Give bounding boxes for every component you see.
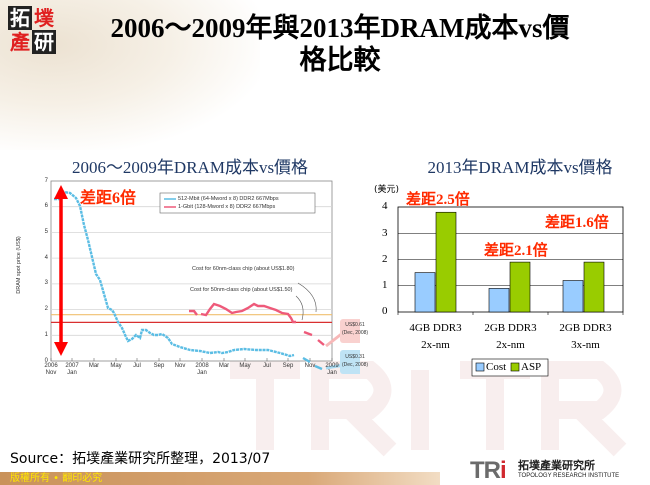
x-tick: 2009 [325, 363, 339, 369]
left-line-chart: 0 1 2 3 4 5 6 7 DRAM spot price (US$) 20… [0, 170, 370, 390]
gap-label-6x: 差距6倍 [80, 190, 137, 207]
x-axis-ticks: 2006 Nov 2007 Jan Mar May Jul Sep Nov 2008… [0, 363, 360, 383]
x-tick: Nov [304, 363, 316, 369]
callout-512mbit: US$0.31 (Dec, 2008) [340, 353, 370, 369]
y-tick: 4 [44, 255, 48, 261]
line-legend: 512-Mbit (64-Mword x 8) DDR2 667Mbps 1-G… [178, 195, 279, 211]
y-tick: 0 [382, 305, 388, 317]
x-tick: May [110, 363, 122, 369]
annotation-60nm: Cost for 60nm-class chip (about US$1.80) [192, 266, 295, 272]
x-tick: Jul [133, 363, 141, 369]
logo-char: 產 [10, 30, 30, 54]
y-axis-ticks: 0 1 2 3 4 [382, 175, 392, 325]
category-sublabel: 3x-nm [571, 339, 600, 351]
y-tick: 3 [44, 280, 48, 286]
tri-logo-mark: TRi [470, 457, 507, 485]
tri-logo: TRi 拓墣產業研究所 TOPOLOGY RESEARCH INSTITUTE [470, 455, 650, 485]
gap-label-2-5x: 差距2.5倍 [406, 192, 470, 208]
unit-label: (美元) [374, 185, 400, 195]
category-sublabel: 2x-nm [496, 339, 525, 351]
background-texture [0, 0, 260, 150]
y-axis-label: DRAM spot price (US$) [16, 236, 22, 294]
header-logo: 拓 墣 產 研 [8, 6, 58, 54]
y-tick: 2 [382, 253, 388, 265]
x-tick: 2006 [44, 363, 58, 369]
gap-label-1-6x: 差距1.6倍 [545, 215, 609, 231]
callout-value: US$0.61 [345, 322, 365, 328]
x-tick: Sep [153, 363, 165, 369]
footer-bar [0, 472, 440, 485]
x-tick: Mar [88, 363, 100, 369]
x-tick-sub: Jan [197, 370, 207, 376]
category-label: 2GB DDR3 [484, 322, 537, 334]
category-label: 2GB DDR3 [559, 322, 612, 334]
logo-char: 拓 [8, 6, 32, 30]
y-tick: 1 [382, 279, 388, 291]
callout-value: US$0.31 [345, 354, 365, 360]
callout-date: (Dec, 2008) [341, 330, 369, 336]
bar-chart-svg [397, 206, 624, 377]
y-axis-ticks: 0 1 2 3 4 5 6 7 [38, 170, 48, 390]
tri-logo-cn: 拓墣產業研究所 [518, 459, 595, 472]
left-chart-title: 2006～2009年DRAM成本vs價格 [71, 158, 309, 177]
right-bar-chart: (美元) 0 1 2 3 4 4GB DDR3 2x-nm 2GB DDR3 2x-… [360, 175, 650, 385]
source-note: Source：拓墣產業研究所整理，2013/07 [10, 451, 271, 467]
x-tick: Jul [263, 363, 271, 369]
y-tick: 7 [44, 178, 48, 184]
y-tick: 1 [44, 332, 48, 338]
y-tick: 2 [44, 306, 48, 312]
callout-date: (Dec, 2008) [341, 362, 369, 368]
x-tick: 2008 [195, 363, 209, 369]
legend-item-asp: ASP [521, 361, 542, 373]
x-tick: 2007 [65, 363, 79, 369]
x-tick-sub: Jan [327, 370, 337, 376]
tri-mark-accent: i [500, 457, 507, 484]
x-tick-sub: Jan [67, 370, 77, 376]
logo-char: 研 [32, 30, 56, 54]
x-tick-sub: Nov [45, 370, 57, 376]
page-title: 2006～2009年與2013年DRAM成本vs價 格比較 [70, 12, 610, 76]
y-tick: 6 [44, 203, 48, 209]
x-tick: Sep [282, 363, 294, 369]
category-label: 4GB DDR3 [409, 322, 462, 334]
callout-1gbit: US$0.61 (Dec, 2008) [340, 321, 370, 337]
logo-char: 墣 [34, 6, 54, 30]
copyright-text: 版權所有 • 翻印必究 [10, 473, 103, 484]
bar-legend: Cost ASP [486, 360, 541, 374]
legend-item-cost: Cost [486, 361, 507, 373]
y-tick: 3 [382, 227, 388, 239]
title-line-1: 2006～2009年與2013年DRAM成本vs價 [110, 13, 570, 43]
right-chart-title: 2013年DRAM成本vs價格 [427, 158, 613, 177]
title-line-2: 格比較 [299, 45, 381, 75]
tri-mark-main: TR [470, 457, 501, 484]
x-tick: May [239, 363, 251, 369]
x-tick: Mar [218, 363, 230, 369]
x-tick: Nov [174, 363, 186, 369]
gap-label-2-1x: 差距2.1倍 [484, 243, 548, 259]
tri-logo-en: TOPOLOGY RESEARCH INSTITUTE [518, 473, 620, 479]
annotation-50nm: Cost for 50nm-class chip (about US$1.50) [190, 287, 293, 293]
y-tick: 0 [44, 358, 48, 364]
legend-item-512mbit: 512-Mbit (64-Mword x 8) DDR2 667Mbps [178, 196, 279, 202]
x-axis-categories: 4GB DDR3 2x-nm 2GB DDR3 2x-nm 2GB DDR3 3x-n… [398, 320, 623, 356]
y-tick: 4 [382, 200, 388, 212]
line-chart-svg [50, 180, 370, 374]
category-sublabel: 2x-nm [421, 339, 450, 351]
legend-item-1gbit: 1-Gbit (128-Mword x 8) DDR2 667Mbps [178, 204, 276, 210]
y-tick: 5 [44, 229, 48, 235]
